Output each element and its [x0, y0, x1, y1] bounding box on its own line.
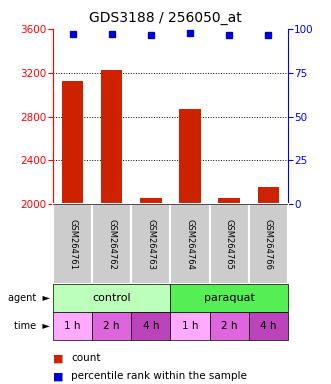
- Text: 4 h: 4 h: [143, 321, 159, 331]
- Text: 2 h: 2 h: [104, 321, 120, 331]
- Text: GSM264761: GSM264761: [68, 219, 77, 270]
- Text: GSM264764: GSM264764: [186, 219, 195, 270]
- Text: paraquat: paraquat: [204, 293, 255, 303]
- Text: 4 h: 4 h: [260, 321, 277, 331]
- Bar: [101, 70, 122, 384]
- Text: GSM264763: GSM264763: [146, 218, 155, 270]
- Text: count: count: [71, 353, 101, 363]
- Bar: [131, 204, 170, 284]
- Text: 2 h: 2 h: [221, 321, 237, 331]
- Text: GSM264762: GSM264762: [107, 219, 116, 270]
- Bar: [179, 109, 201, 384]
- Bar: [53, 312, 92, 340]
- Bar: [131, 312, 170, 340]
- Text: control: control: [92, 293, 131, 303]
- Bar: [92, 204, 131, 284]
- Text: ■: ■: [53, 353, 64, 363]
- Text: 1 h: 1 h: [182, 321, 198, 331]
- Bar: [170, 284, 288, 312]
- Bar: [92, 312, 131, 340]
- Bar: [210, 312, 249, 340]
- Text: GDS3188 / 256050_at: GDS3188 / 256050_at: [89, 11, 242, 25]
- Text: agent  ►: agent ►: [8, 293, 50, 303]
- Bar: [170, 312, 210, 340]
- Text: GSM264765: GSM264765: [225, 219, 234, 270]
- Bar: [53, 204, 92, 284]
- Text: GSM264766: GSM264766: [264, 218, 273, 270]
- Bar: [62, 81, 83, 384]
- Bar: [218, 198, 240, 384]
- Text: time  ►: time ►: [14, 321, 50, 331]
- Text: ■: ■: [53, 371, 64, 381]
- Bar: [249, 312, 288, 340]
- Bar: [258, 187, 279, 384]
- Bar: [210, 204, 249, 284]
- Text: percentile rank within the sample: percentile rank within the sample: [71, 371, 247, 381]
- Bar: [249, 204, 288, 284]
- Bar: [170, 204, 210, 284]
- Text: 1 h: 1 h: [64, 321, 81, 331]
- Bar: [140, 198, 162, 384]
- Bar: [53, 284, 170, 312]
